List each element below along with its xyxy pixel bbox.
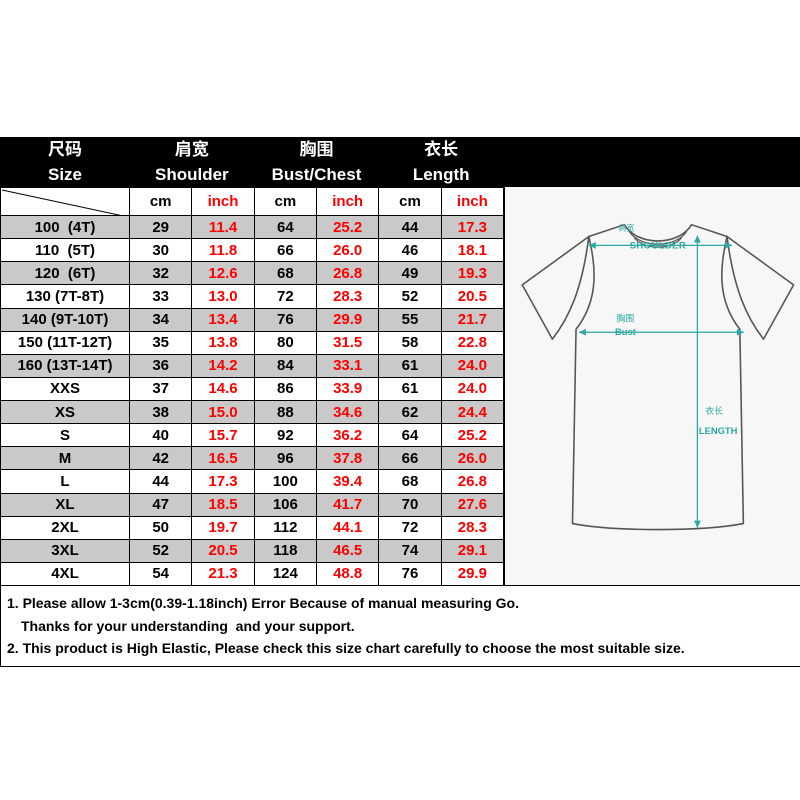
svg-text:胸围: 胸围 (616, 311, 634, 324)
svg-text:LENGTH: LENGTH (699, 426, 738, 436)
svg-text:Bust: Bust (615, 327, 636, 337)
svg-text:肩宽: 肩宽 (618, 223, 634, 234)
svg-text:SHOULDER: SHOULDER (630, 240, 686, 250)
svg-text:衣长: 衣长 (705, 404, 723, 417)
